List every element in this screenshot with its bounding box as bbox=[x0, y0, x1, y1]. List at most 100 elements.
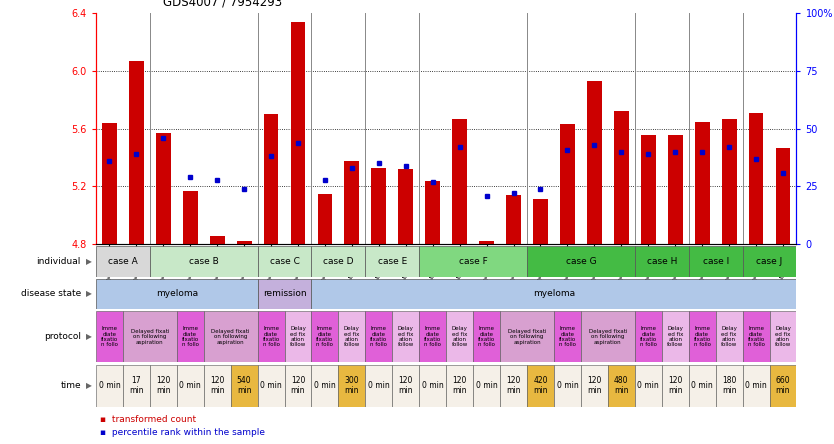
Text: case E: case E bbox=[378, 257, 407, 266]
Bar bbox=[371, 168, 386, 244]
Text: 0 min: 0 min bbox=[691, 381, 713, 390]
Text: 420
min: 420 min bbox=[533, 376, 548, 395]
Text: Delay
ed fix
ation
follow: Delay ed fix ation follow bbox=[721, 326, 737, 347]
Text: Delayed fixati
on following
aspiration: Delayed fixati on following aspiration bbox=[508, 329, 546, 345]
Bar bbox=[668, 135, 683, 244]
Text: ▶: ▶ bbox=[86, 332, 92, 341]
Bar bbox=[635, 311, 661, 362]
Text: 540
min: 540 min bbox=[237, 376, 251, 395]
Text: Imme
diate
fixatio
n follo: Imme diate fixatio n follo bbox=[182, 326, 198, 347]
Text: 0 min: 0 min bbox=[637, 381, 659, 390]
Bar bbox=[587, 81, 602, 244]
Text: case C: case C bbox=[269, 257, 299, 266]
Bar bbox=[183, 191, 198, 244]
Text: case B: case B bbox=[188, 257, 219, 266]
Bar bbox=[695, 122, 710, 244]
Bar bbox=[581, 365, 608, 407]
Text: protocol: protocol bbox=[44, 332, 81, 341]
Text: ▶: ▶ bbox=[86, 289, 92, 298]
Bar bbox=[237, 241, 252, 244]
Text: Imme
diate
fixatio
n follo: Imme diate fixatio n follo bbox=[263, 326, 279, 347]
Text: 120
min: 120 min bbox=[668, 376, 682, 395]
Text: remission: remission bbox=[263, 289, 306, 298]
Bar bbox=[473, 311, 500, 362]
Bar bbox=[452, 119, 467, 244]
Bar bbox=[506, 195, 521, 244]
Bar bbox=[399, 169, 413, 244]
Text: 120
min: 120 min bbox=[156, 376, 170, 395]
Bar bbox=[290, 22, 305, 244]
Bar bbox=[311, 365, 339, 407]
Bar bbox=[284, 365, 311, 407]
Bar bbox=[420, 311, 446, 362]
Text: Delay
ed fix
ation
follow: Delay ed fix ation follow bbox=[667, 326, 683, 347]
Text: time: time bbox=[60, 381, 81, 390]
Text: Imme
diate
fixatio
n follo: Imme diate fixatio n follo bbox=[101, 326, 118, 347]
Text: Delayed fixati
on following
aspiration: Delayed fixati on following aspiration bbox=[131, 329, 169, 345]
Text: 0 min: 0 min bbox=[98, 381, 120, 390]
Text: 0 min: 0 min bbox=[314, 381, 336, 390]
Text: Delayed fixati
on following
aspiration: Delayed fixati on following aspiration bbox=[589, 329, 627, 345]
Bar bbox=[721, 119, 736, 244]
Bar bbox=[533, 199, 548, 244]
Bar bbox=[311, 311, 339, 362]
Text: Imme
diate
fixatio
n follo: Imme diate fixatio n follo bbox=[316, 326, 334, 347]
Text: disease state: disease state bbox=[21, 289, 81, 298]
Bar bbox=[776, 147, 791, 244]
Bar bbox=[689, 246, 742, 277]
Bar bbox=[446, 311, 473, 362]
Text: ▶: ▶ bbox=[86, 381, 92, 390]
Bar bbox=[742, 311, 770, 362]
Bar bbox=[203, 311, 258, 362]
Bar bbox=[344, 161, 359, 244]
Text: 17
min: 17 min bbox=[129, 376, 143, 395]
Bar bbox=[177, 365, 203, 407]
Bar bbox=[527, 246, 635, 277]
Text: 120
min: 120 min bbox=[452, 376, 467, 395]
Text: Delay
ed fix
ation
follow: Delay ed fix ation follow bbox=[398, 326, 414, 347]
Text: Imme
diate
fixatio
n follo: Imme diate fixatio n follo bbox=[694, 326, 711, 347]
Bar bbox=[473, 365, 500, 407]
Text: Imme
diate
fixatio
n follo: Imme diate fixatio n follo bbox=[478, 326, 495, 347]
Text: case D: case D bbox=[323, 257, 354, 266]
Bar bbox=[365, 246, 420, 277]
Text: 0 min: 0 min bbox=[745, 381, 767, 390]
Text: 120
min: 120 min bbox=[506, 376, 520, 395]
Bar bbox=[554, 311, 581, 362]
Text: Delay
ed fix
ation
follow: Delay ed fix ation follow bbox=[290, 326, 306, 347]
Text: case F: case F bbox=[459, 257, 488, 266]
Bar bbox=[150, 246, 258, 277]
Bar bbox=[258, 365, 284, 407]
Bar bbox=[635, 246, 689, 277]
Bar bbox=[365, 311, 392, 362]
Bar bbox=[420, 365, 446, 407]
Bar bbox=[96, 365, 123, 407]
Text: individual: individual bbox=[37, 257, 81, 266]
Bar bbox=[641, 135, 656, 244]
Text: myeloma: myeloma bbox=[533, 289, 575, 298]
Bar bbox=[311, 279, 796, 309]
Text: case J: case J bbox=[756, 257, 782, 266]
Text: 180
min: 180 min bbox=[722, 376, 736, 395]
Bar bbox=[318, 194, 332, 244]
Bar bbox=[177, 311, 203, 362]
Bar bbox=[203, 365, 231, 407]
Text: 0 min: 0 min bbox=[368, 381, 389, 390]
Bar bbox=[311, 246, 365, 277]
Bar bbox=[96, 279, 258, 309]
Bar bbox=[392, 365, 420, 407]
Bar bbox=[96, 311, 123, 362]
Text: 0 min: 0 min bbox=[556, 381, 578, 390]
Bar bbox=[123, 311, 177, 362]
Bar bbox=[284, 311, 311, 362]
Bar bbox=[210, 235, 224, 244]
Text: case A: case A bbox=[108, 257, 138, 266]
Bar bbox=[365, 365, 392, 407]
Text: 0 min: 0 min bbox=[179, 381, 201, 390]
Bar bbox=[742, 365, 770, 407]
Bar bbox=[716, 365, 742, 407]
Text: 120
min: 120 min bbox=[587, 376, 601, 395]
Bar bbox=[150, 365, 177, 407]
Text: Delay
ed fix
ation
follow: Delay ed fix ation follow bbox=[775, 326, 791, 347]
Text: Delay
ed fix
ation
follow: Delay ed fix ation follow bbox=[344, 326, 360, 347]
